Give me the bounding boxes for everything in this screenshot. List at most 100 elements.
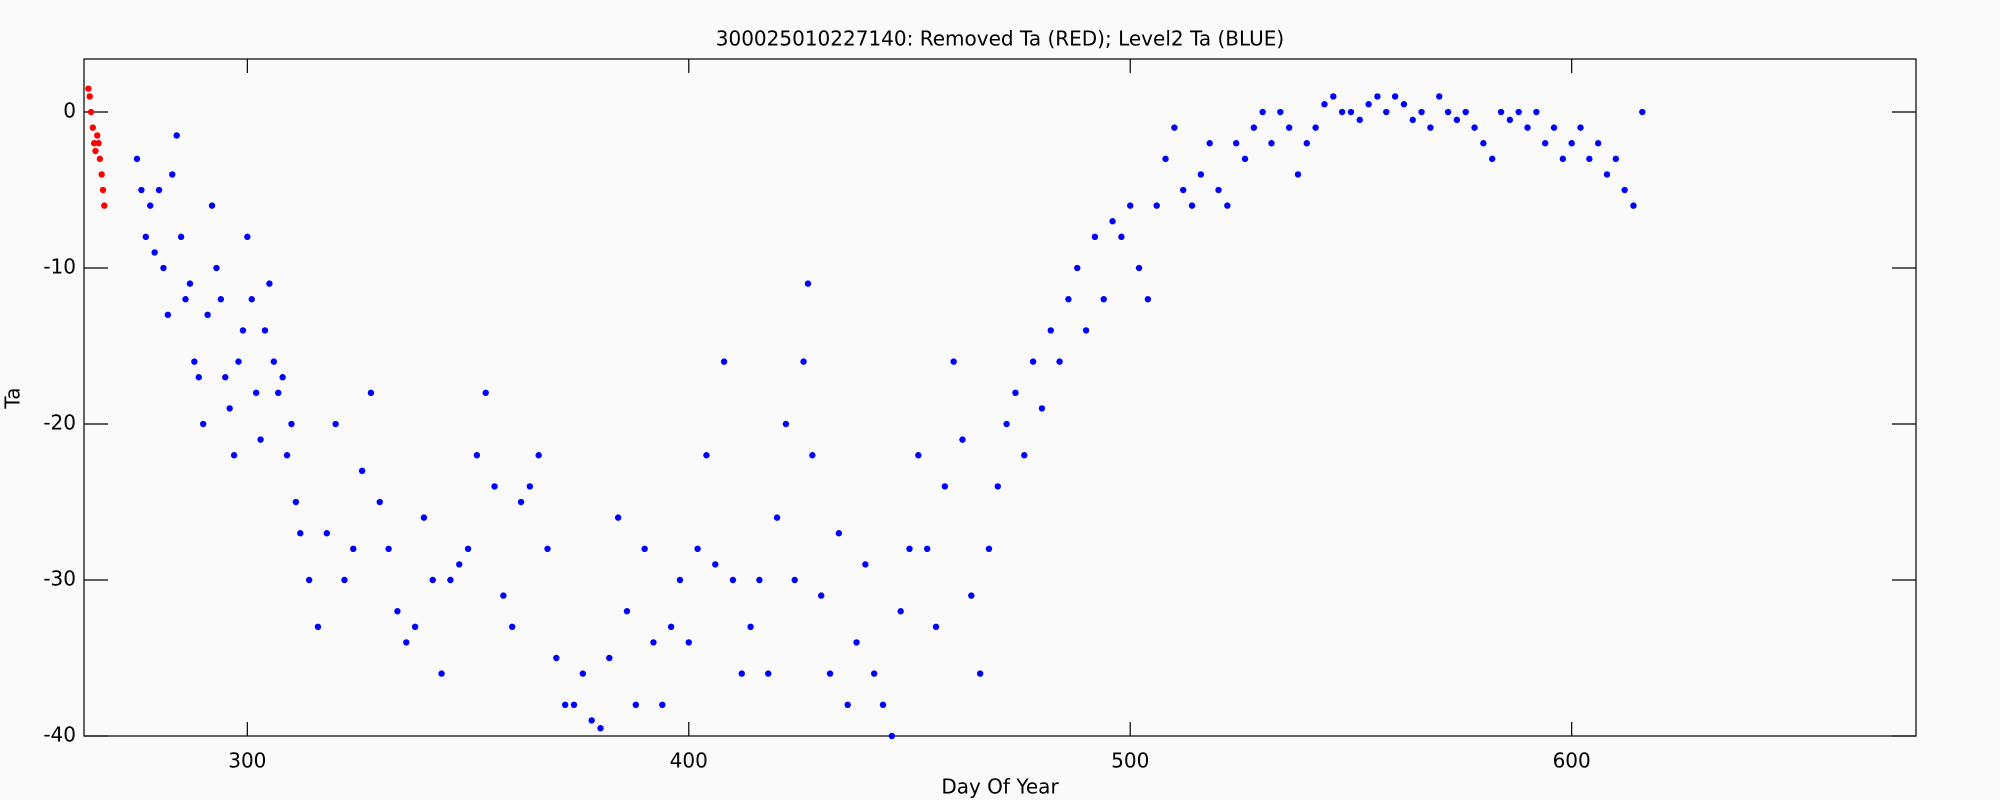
data-point bbox=[288, 420, 295, 428]
data-point bbox=[208, 202, 216, 209]
data-point bbox=[535, 452, 542, 459]
data-point bbox=[411, 623, 419, 631]
data-point bbox=[703, 452, 710, 459]
data-point bbox=[341, 576, 348, 584]
data-point bbox=[1065, 296, 1072, 303]
data-point bbox=[323, 530, 330, 537]
data-point bbox=[950, 358, 957, 365]
data-point bbox=[1091, 233, 1099, 241]
data-point bbox=[1021, 452, 1028, 459]
data-point bbox=[261, 327, 269, 334]
data-point bbox=[1330, 93, 1337, 100]
data-point bbox=[173, 132, 180, 139]
data-point bbox=[99, 186, 107, 194]
data-point bbox=[1444, 108, 1452, 116]
data-point bbox=[376, 498, 383, 506]
data-point bbox=[385, 545, 392, 553]
data-point bbox=[199, 420, 207, 428]
data-point bbox=[464, 545, 472, 553]
data-point bbox=[1524, 124, 1531, 131]
data-point bbox=[1144, 296, 1152, 303]
data-point bbox=[544, 545, 551, 553]
data-point bbox=[765, 670, 772, 677]
data-point bbox=[712, 561, 719, 568]
data-point bbox=[906, 545, 913, 553]
data-point bbox=[756, 576, 763, 584]
data-point bbox=[1427, 124, 1434, 131]
x-tick-label: 600 bbox=[1553, 749, 1591, 773]
data-point bbox=[606, 654, 613, 662]
data-point bbox=[976, 670, 984, 677]
data-point bbox=[96, 155, 104, 163]
data-point bbox=[738, 670, 745, 677]
data-point bbox=[1541, 140, 1549, 147]
data-point bbox=[1515, 108, 1522, 116]
chart-title: 300025010227140: Removed Ta (RED); Level… bbox=[716, 27, 1284, 51]
data-point bbox=[270, 358, 278, 365]
data-point bbox=[720, 358, 728, 365]
data-point bbox=[1215, 186, 1222, 194]
data-point bbox=[403, 639, 410, 646]
data-point bbox=[305, 576, 313, 584]
data-point bbox=[1109, 218, 1116, 225]
data-point bbox=[800, 358, 807, 365]
data-point bbox=[818, 592, 825, 599]
data-point bbox=[1180, 186, 1187, 194]
data-point bbox=[1197, 171, 1205, 178]
data-point bbox=[133, 155, 141, 163]
data-point bbox=[147, 202, 154, 209]
data-point bbox=[1153, 202, 1160, 209]
data-point bbox=[1250, 124, 1258, 131]
data-point bbox=[1135, 264, 1143, 272]
data-point bbox=[623, 608, 631, 615]
data-point bbox=[1303, 140, 1311, 147]
data-point bbox=[350, 545, 357, 553]
data-point bbox=[570, 701, 578, 709]
data-point bbox=[1285, 124, 1293, 131]
data-point bbox=[1003, 420, 1010, 428]
data-point bbox=[429, 576, 436, 584]
data-point bbox=[1497, 108, 1505, 116]
data-point bbox=[959, 436, 966, 443]
x-tick-label: 300 bbox=[228, 749, 266, 773]
data-point bbox=[1586, 155, 1593, 163]
x-tick-label: 400 bbox=[670, 749, 708, 773]
data-point bbox=[1550, 124, 1558, 131]
data-point bbox=[297, 530, 304, 537]
data-point bbox=[1206, 140, 1213, 147]
y-tick-label: -40 bbox=[43, 723, 76, 747]
data-point bbox=[1436, 93, 1443, 100]
data-point bbox=[1630, 202, 1637, 209]
data-point bbox=[266, 280, 273, 287]
data-point bbox=[177, 233, 185, 241]
data-point bbox=[101, 202, 108, 209]
data-point bbox=[186, 280, 194, 287]
data-point bbox=[1365, 101, 1372, 108]
data-point bbox=[1224, 202, 1231, 209]
data-point bbox=[667, 623, 675, 631]
data-point bbox=[92, 147, 99, 155]
data-point bbox=[151, 249, 158, 256]
data-point bbox=[90, 140, 98, 147]
data-point bbox=[230, 452, 238, 459]
data-point bbox=[89, 124, 97, 131]
data-point bbox=[1409, 116, 1416, 124]
data-point bbox=[1506, 116, 1514, 124]
data-point bbox=[597, 725, 604, 732]
data-point bbox=[641, 545, 648, 553]
data-point bbox=[94, 132, 101, 139]
data-point bbox=[456, 561, 463, 568]
data-point bbox=[87, 108, 95, 116]
data-point bbox=[1480, 140, 1487, 147]
data-point bbox=[1621, 186, 1628, 194]
data-point bbox=[561, 701, 569, 709]
data-point bbox=[676, 576, 684, 584]
data-point bbox=[870, 670, 878, 677]
data-point bbox=[217, 296, 225, 303]
data-point bbox=[994, 483, 1001, 490]
data-point bbox=[204, 311, 211, 319]
data-point bbox=[1338, 108, 1346, 116]
data-point bbox=[932, 623, 940, 631]
